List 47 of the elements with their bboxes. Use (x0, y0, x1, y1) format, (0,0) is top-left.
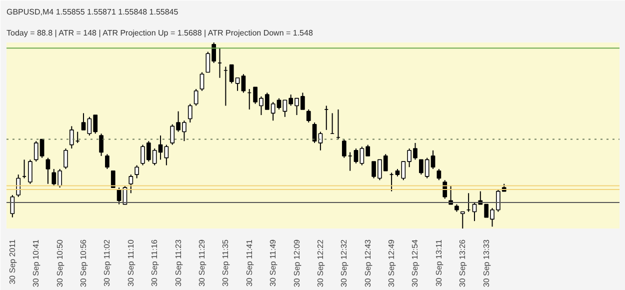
candlestick (354, 148, 358, 164)
candlestick (442, 180, 448, 200)
x-tick-label: 30 Sep 11:16 (150, 238, 160, 287)
x-tick-label: 30 Sep 13:26 (458, 238, 468, 288)
x-tick-label: 30 Sep 11:29 (197, 238, 206, 287)
x-tick-label: 30 Sep 12:22 (316, 238, 325, 288)
x-tick-label: 30 Sep 13:11 (434, 238, 444, 287)
candlestick (28, 159, 32, 184)
candlestick (99, 133, 104, 156)
candlestick (312, 122, 317, 144)
x-tick-label: 30 Sep 12:54 (410, 238, 420, 288)
x-tick-label: 30 Sep 11:35 (221, 238, 230, 287)
x-tick-label: 30 Sep 12:43 (363, 238, 372, 288)
x-tick-label: 30 Sep 12:49 (387, 238, 396, 288)
candlestick (460, 211, 465, 228)
x-tick-label: 30 Sep 13:33 (482, 238, 491, 288)
candlestick (436, 168, 442, 181)
candlestick (64, 148, 68, 170)
x-tick-label: 30 Sep 11:02 (102, 238, 112, 287)
x-tick-label: 30 Sep 2011 (8, 238, 17, 284)
candlestick (200, 72, 204, 92)
candlestick (110, 170, 116, 188)
x-tick-label: 30 Sep 11:49 (268, 238, 278, 287)
candlestick (16, 174, 21, 198)
x-tick-label: 30 Sep 10:50 (55, 238, 64, 288)
x-tick-label: 30 Sep 10:56 (79, 238, 88, 288)
x-tick-label: 30 Sep 11:23 (174, 238, 183, 287)
candlestick (128, 174, 134, 194)
candlestick (105, 154, 110, 170)
candlestick (134, 164, 139, 179)
candlestick (342, 138, 346, 158)
candlestick (81, 112, 86, 130)
candlestick (69, 126, 74, 150)
x-tick-label: 30 Sep 12:32 (340, 238, 349, 288)
chart-title: GBPUSD,M4 1.55855 1.55871 1.55848 1.55845 (6, 8, 179, 16)
candlestick (194, 88, 198, 106)
candlestick (46, 157, 50, 184)
candlestick (241, 74, 246, 94)
x-tick-label: 30 Sep 11:10 (126, 238, 136, 287)
candlestick (10, 194, 15, 218)
x-tick-label: 30 Sep 12:09 (292, 238, 302, 288)
x-tick-label: 30 Sep 11:41 (244, 238, 254, 287)
candlestick (188, 103, 192, 123)
chart-subtitle: Today = 88.8 | ATR = 148 | ATR Projection Up = 1.5688 | ATR Projection Down = 1.548 (6, 28, 314, 38)
x-tick-label: 30 Sep 10:41 (32, 238, 41, 288)
candlestick (318, 131, 323, 151)
candlestick (306, 108, 311, 123)
